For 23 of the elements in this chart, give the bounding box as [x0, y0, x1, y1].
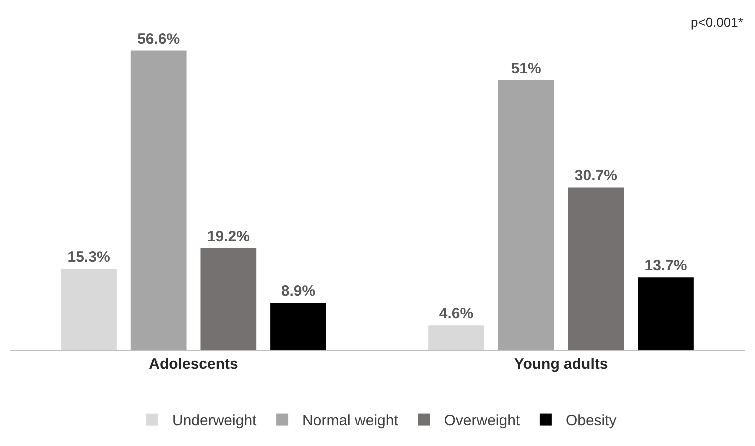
- bar: [428, 326, 484, 350]
- bar: [638, 278, 694, 350]
- bar: [270, 302, 326, 350]
- data-label: 30.7%: [574, 168, 618, 185]
- x-tick-label: Young adults: [514, 356, 608, 373]
- bar: [130, 50, 187, 350]
- bar: [200, 248, 257, 350]
- legend-label: Normal weight: [302, 412, 400, 430]
- legend-label: Obesity: [566, 412, 618, 430]
- bar: [568, 188, 624, 350]
- data-label: 15.3%: [68, 249, 110, 266]
- legend-label: Underweight: [172, 412, 258, 430]
- data-label: 51%: [511, 60, 542, 78]
- data-label: 4.6%: [439, 306, 474, 323]
- x-tick-label: Adolescents: [149, 356, 238, 373]
- data-label: 19.2%: [207, 228, 250, 246]
- data-label: 8.9%: [281, 282, 316, 300]
- bar: [498, 80, 554, 350]
- bar: [61, 269, 117, 350]
- data-label: 13.7%: [644, 258, 688, 275]
- data-label: 56.6%: [138, 30, 180, 48]
- text: p<0.001*: [691, 15, 744, 30]
- legend-label: Overweight: [444, 412, 521, 430]
